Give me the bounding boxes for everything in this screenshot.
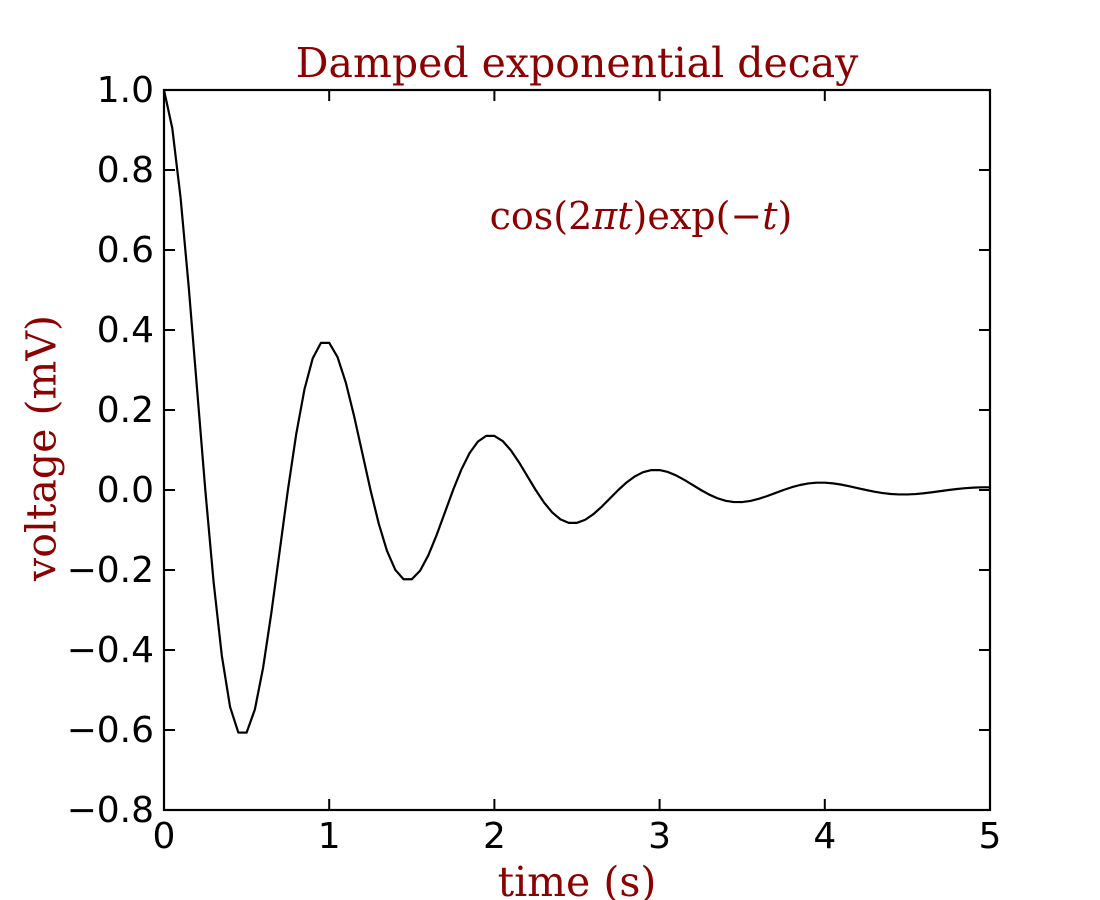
y-tick-label: −0.2 — [67, 550, 154, 591]
y-tick-label: 0.6 — [97, 230, 154, 271]
formula-annotation: cos(2πt)exp(−t) — [490, 197, 793, 235]
y-tick-label: −0.8 — [67, 790, 154, 831]
x-tick-label: 5 — [979, 816, 1002, 857]
y-tick-label: 0.2 — [97, 390, 154, 431]
x-axis-label: time (s) — [497, 858, 657, 900]
y-tick-label: −0.4 — [67, 630, 154, 671]
y-tick-label: 0.4 — [97, 310, 154, 351]
y-tick-label: −0.6 — [67, 710, 154, 751]
formula-part: πt — [592, 194, 633, 238]
formula-part: t — [762, 194, 778, 238]
x-tick-label: 1 — [318, 816, 341, 857]
y-tick-label: 0.0 — [97, 470, 154, 511]
y-tick-label: 0.8 — [97, 150, 154, 191]
x-tick-label: 2 — [483, 816, 506, 857]
formula-part: cos(2 — [489, 194, 593, 238]
chart-title: Damped exponential decay — [295, 39, 859, 87]
formula-part: )exp(− — [632, 194, 763, 238]
x-tick-label: 0 — [153, 816, 176, 857]
formula-part: ) — [777, 194, 793, 238]
x-tick-label: 3 — [648, 816, 671, 857]
data-curve — [162, 88, 992, 734]
x-tick-label: 4 — [813, 816, 836, 857]
y-tick-label: 1.0 — [97, 70, 154, 111]
axes-spines — [162, 88, 992, 812]
